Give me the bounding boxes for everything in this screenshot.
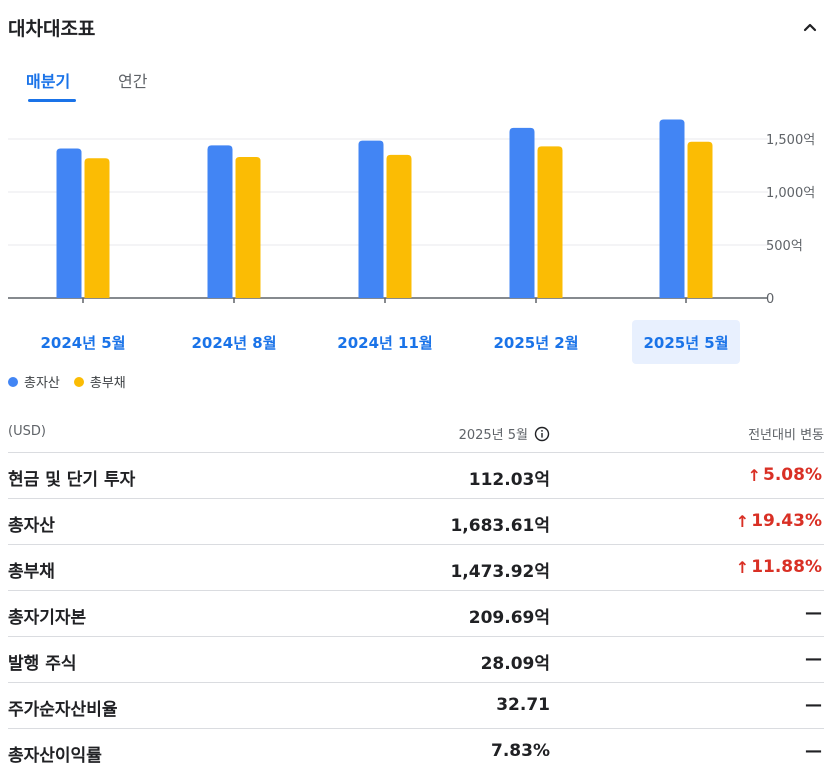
table-row: 총부채 1,473.92억 ↑ 11.88% bbox=[8, 545, 824, 591]
bar-total-assets[interactable] bbox=[509, 127, 535, 299]
table-row: 현금 및 단기 투자 112.03억 ↑ 5.08% bbox=[8, 453, 824, 499]
period-button[interactable]: 2025년 2월 bbox=[493, 334, 578, 352]
row-value: 32.71 bbox=[496, 695, 550, 715]
bar-total-assets[interactable] bbox=[56, 148, 82, 298]
period-button[interactable]: 2024년 8월 bbox=[191, 334, 276, 352]
row-label: 총자산이익률 bbox=[8, 746, 102, 766]
period-button[interactable]: 2025년 5월 bbox=[643, 334, 728, 352]
table-header: (USD) 2025년 5월 전년대비 변동 bbox=[8, 410, 824, 453]
change-value: — bbox=[805, 649, 822, 669]
change-value: 5.08% bbox=[763, 465, 822, 485]
row-label: 총자기자본 bbox=[8, 608, 87, 628]
y-tick-label: 0 bbox=[766, 292, 774, 307]
active-tab-indicator bbox=[28, 99, 76, 102]
change-value: — bbox=[805, 695, 822, 715]
bar-total-liabilities[interactable] bbox=[235, 157, 261, 298]
row-label: 주가순자산비율 bbox=[8, 700, 118, 720]
table-row: 총자산 1,683.61억 ↑ 19.43% bbox=[8, 499, 824, 545]
change-value: 11.88% bbox=[751, 557, 822, 577]
chevron-up-icon[interactable] bbox=[798, 16, 822, 40]
row-change: — bbox=[805, 695, 822, 715]
tab-annual[interactable]: 연간 bbox=[118, 72, 148, 91]
bar-total-assets[interactable] bbox=[659, 119, 685, 298]
row-change: ↑ 5.08% bbox=[748, 465, 822, 485]
liabilities-dot-icon bbox=[73, 376, 84, 387]
arrow-up-icon: ↑ bbox=[747, 465, 762, 485]
arrow-up-icon: ↑ bbox=[735, 557, 750, 577]
section-title: 대차대조표 bbox=[8, 18, 96, 40]
unit-label: (USD) bbox=[8, 424, 46, 439]
row-label: 현금 및 단기 투자 bbox=[8, 470, 136, 490]
row-value: 1,683.61억 bbox=[450, 516, 550, 536]
change-value: — bbox=[805, 603, 822, 623]
info-icon[interactable] bbox=[534, 426, 550, 442]
row-value: 28.09억 bbox=[480, 654, 550, 674]
row-label: 총자산 bbox=[8, 516, 55, 536]
balance-sheet-table: (USD) 2025년 5월 전년대비 변동 현금 및 단기 투자 112.03억… bbox=[8, 410, 824, 774]
change-value: 19.43% bbox=[751, 511, 822, 531]
change-value: — bbox=[805, 741, 822, 761]
period-label: 2025년 5월 bbox=[458, 428, 528, 443]
table-row: 주가순자산비율 32.71 — bbox=[8, 683, 824, 729]
period-header: 2025년 5월 bbox=[459, 424, 550, 443]
row-value: 112.03억 bbox=[468, 470, 550, 490]
legend-label: 총자산 bbox=[24, 376, 60, 391]
row-label: 총부채 bbox=[8, 562, 55, 582]
tab-quarterly[interactable]: 매분기 bbox=[26, 72, 71, 91]
chart-legend: 총자산 총부채 bbox=[8, 372, 126, 391]
row-change: — bbox=[805, 741, 822, 761]
legend-item-assets: 총자산 bbox=[8, 372, 60, 391]
y-tick-label: 1,000억 bbox=[766, 186, 815, 201]
change-header: 전년대비 변동 bbox=[748, 428, 824, 443]
bar-total-liabilities[interactable] bbox=[687, 141, 713, 298]
assets-dot-icon bbox=[8, 376, 18, 387]
row-value: 7.83% bbox=[491, 741, 550, 761]
bar-total-liabilities[interactable] bbox=[84, 158, 110, 298]
legend-item-liabilities: 총부채 bbox=[73, 372, 126, 391]
bar-total-assets[interactable] bbox=[207, 145, 233, 298]
y-tick-label: 500억 bbox=[766, 239, 803, 254]
section-header: 대차대조표 bbox=[8, 12, 828, 44]
row-value: 209.69억 bbox=[468, 608, 550, 628]
selected-period-highlight bbox=[632, 320, 740, 364]
bar-total-liabilities[interactable] bbox=[537, 146, 563, 298]
row-change: — bbox=[805, 649, 822, 669]
row-change: ↑ 19.43% bbox=[736, 511, 822, 531]
arrow-up-icon: ↑ bbox=[735, 511, 750, 531]
y-tick-label: 1,500억 bbox=[766, 133, 815, 148]
table-row: 총자산이익률 7.83% — bbox=[8, 729, 824, 774]
bar-total-assets[interactable] bbox=[358, 140, 384, 298]
period-button[interactable]: 2024년 11월 bbox=[337, 334, 432, 352]
row-change: ↑ 11.88% bbox=[736, 557, 822, 577]
period-button[interactable]: 2024년 5월 bbox=[40, 334, 125, 352]
legend-label: 총부채 bbox=[89, 376, 126, 391]
table-row: 발행 주식 28.09억 — bbox=[8, 637, 824, 683]
row-change: — bbox=[805, 603, 822, 623]
balance-sheet-chart: 1,500억 1,000억 500억 0 2024년 5월 2024년 8월 2024년 1… bbox=[8, 119, 815, 364]
table-row: 총자기자본 209.69억 — bbox=[8, 591, 824, 637]
row-label: 발행 주식 bbox=[8, 654, 77, 674]
bar-total-liabilities[interactable] bbox=[386, 154, 412, 298]
row-value: 1,473.92억 bbox=[450, 562, 550, 582]
